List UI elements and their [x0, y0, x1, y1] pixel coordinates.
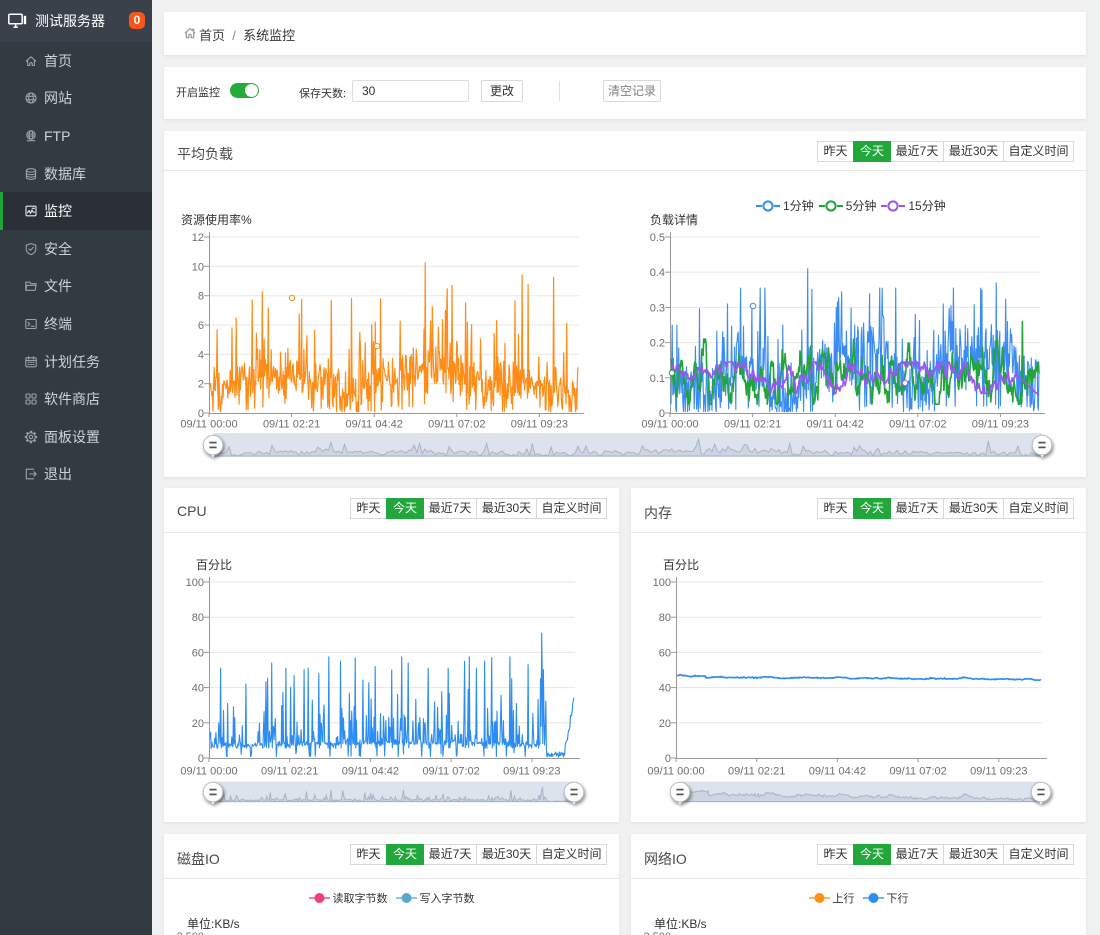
svg-text:09/11 07:02: 09/11 07:02 — [428, 419, 485, 431]
svg-text:09/11 04:42: 09/11 04:42 — [807, 419, 864, 431]
svg-text:4: 4 — [198, 349, 204, 361]
svg-text:0.1: 0.1 — [650, 373, 665, 385]
svg-text:09/11 00:00: 09/11 00:00 — [180, 766, 237, 778]
svg-text:09/11 00:00: 09/11 00:00 — [641, 419, 698, 431]
svg-text:40: 40 — [659, 683, 671, 695]
svg-text:09/11 09:23: 09/11 09:23 — [511, 419, 568, 431]
svg-text:20: 20 — [192, 718, 204, 730]
svg-text:09/11 04:42: 09/11 04:42 — [809, 766, 866, 778]
svg-text:09/11 09:23: 09/11 09:23 — [972, 419, 1029, 431]
svg-text:80: 80 — [192, 612, 204, 624]
svg-text:100: 100 — [653, 577, 671, 589]
svg-text:09/11 04:42: 09/11 04:42 — [346, 419, 403, 431]
svg-text:09/11 02:21: 09/11 02:21 — [261, 766, 318, 778]
svg-text:09/11 07:02: 09/11 07:02 — [422, 766, 479, 778]
svg-text:0.5: 0.5 — [650, 232, 665, 244]
svg-text:09/11 04:42: 09/11 04:42 — [342, 766, 399, 778]
svg-text:2: 2 — [198, 379, 204, 391]
svg-text:0.4: 0.4 — [650, 267, 665, 279]
svg-text:40: 40 — [192, 683, 204, 695]
svg-text:0.2: 0.2 — [650, 338, 665, 350]
svg-text:6: 6 — [198, 320, 204, 332]
svg-text:12: 12 — [192, 232, 204, 244]
svg-text:60: 60 — [192, 647, 204, 659]
svg-text:09/11 02:21: 09/11 02:21 — [263, 419, 320, 431]
svg-text:0: 0 — [665, 753, 671, 765]
svg-text:0: 0 — [198, 408, 204, 420]
svg-text:09/11 00:00: 09/11 00:00 — [180, 419, 237, 431]
svg-text:09/11 07:02: 09/11 07:02 — [889, 419, 946, 431]
svg-text:09/11 09:23: 09/11 09:23 — [503, 766, 560, 778]
svg-text:100: 100 — [186, 577, 204, 589]
svg-text:09/11 02:21: 09/11 02:21 — [728, 766, 785, 778]
svg-text:0: 0 — [198, 753, 204, 765]
svg-text:09/11 09:23: 09/11 09:23 — [970, 766, 1027, 778]
svg-text:80: 80 — [659, 612, 671, 624]
svg-text:09/11 07:02: 09/11 07:02 — [889, 766, 946, 778]
svg-text:0.3: 0.3 — [650, 302, 665, 314]
svg-text:10: 10 — [192, 261, 204, 273]
svg-text:09/11 02:21: 09/11 02:21 — [724, 419, 781, 431]
svg-text:8: 8 — [198, 291, 204, 303]
svg-text:20: 20 — [659, 718, 671, 730]
svg-text:0: 0 — [659, 408, 665, 420]
svg-text:60: 60 — [659, 647, 671, 659]
svg-text:09/11 00:00: 09/11 00:00 — [647, 766, 704, 778]
